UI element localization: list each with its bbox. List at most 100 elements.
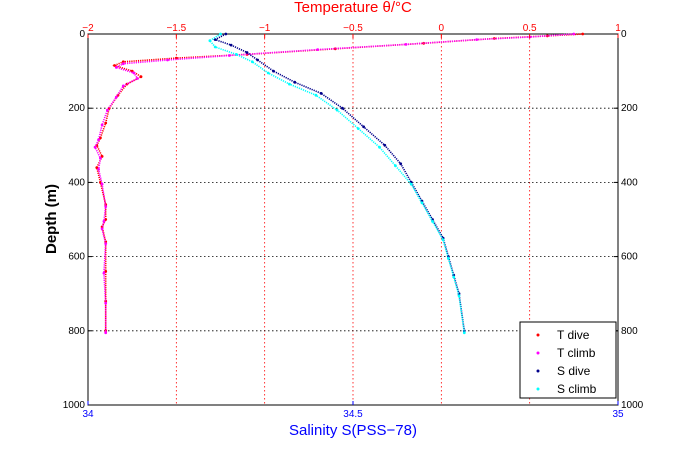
data-point [100,227,104,231]
data-point [97,168,100,171]
data-point [572,32,576,36]
top-tick-label: −1.5 [166,23,186,34]
data-point [104,121,108,125]
y-tick-label-right: 600 [621,252,638,263]
data-point [104,331,108,335]
legend: T dive T climb S dive S climb [519,321,617,399]
series-trace [213,33,466,331]
data-point [383,143,387,147]
data-point [100,182,104,186]
y-tick-label-right: 400 [621,177,638,188]
data-point [99,156,102,160]
top-tick-label: −0.5 [343,23,363,34]
data-point [227,54,231,57]
bottom-tick-label: 34 [82,409,94,420]
data-point [256,58,259,62]
legend-label-t-climb: T climb [557,346,596,360]
legend-marker-t-dive [536,333,540,337]
data-point [409,182,413,186]
data-point [224,32,228,36]
data-point [235,53,238,56]
data-point [399,162,403,166]
series-t-climb [93,32,576,335]
data-point [462,331,466,335]
data-point [106,108,109,112]
series-trace [208,33,466,333]
y-tick-label-left: 400 [68,177,85,188]
data-point [447,257,450,260]
data-point [100,155,104,158]
data-point [104,218,108,221]
legend-box [519,321,617,399]
data-point [293,80,297,84]
data-point [136,77,139,80]
top-tick-label: −1 [259,23,271,34]
grid-lines [88,34,618,405]
data-point [229,43,233,47]
data-point [102,220,106,223]
y-tick-label-left: 1000 [63,400,86,411]
legend-marker-s-dive [536,369,540,373]
data-point [266,71,270,75]
series-s-climb [208,32,466,335]
data-point [341,106,344,110]
top-tick-label: 0 [439,23,445,34]
data-point [213,38,217,41]
y-tick-label-left: 0 [79,29,85,40]
data-point [250,60,254,64]
data-point [102,271,106,275]
data-point [100,123,104,127]
series-layer [93,32,585,335]
data-point [104,301,108,305]
data-point [166,58,169,62]
data-point [104,242,108,246]
data-point [319,92,323,95]
data-point [114,95,118,99]
y-tick-label-right: 800 [621,326,638,337]
data-point [356,127,360,130]
data-point [335,108,339,112]
legend-label-t-dive: T dive [557,328,590,342]
data-point [121,84,125,88]
y-tick-label-left: 600 [68,252,85,263]
legend-marker-t-climb [536,351,540,355]
data-point [288,82,291,86]
data-point [114,66,118,69]
data-point [104,205,108,208]
data-point [316,48,320,51]
top-tick-label: −2 [82,23,94,34]
data-point [362,125,365,129]
y-tick-label-right: 0 [621,29,627,40]
data-point [219,32,222,36]
bottom-tick-label: 34.5 [343,409,363,420]
data-point [113,64,116,67]
data-point [452,275,456,279]
series-trace [94,33,574,333]
data-point [475,38,479,41]
bottom-axis-title: Salinity S(PSS−78) [289,422,417,439]
y-tick-label-right: 200 [621,103,638,114]
top-axis-title: Temperature θ/°C [294,0,412,16]
data-point [441,238,445,242]
y-tick-label-left: 800 [68,326,85,337]
data-point [132,71,136,75]
y-axis-title: Depth (m) [43,184,60,254]
data-point [208,39,212,43]
data-point [457,294,461,297]
legend-label-s-dive: S dive [557,364,591,378]
legend-item-s-dive: S dive [536,364,591,378]
data-point [272,69,275,73]
data-point [420,201,424,205]
legend-marker-s-climb [536,387,540,391]
y-tick-label-right: 1000 [621,400,644,411]
data-point [245,51,249,54]
data-point [394,164,397,168]
legend-item-s-climb: S climb [536,382,597,396]
data-point [378,145,381,149]
data-point [104,270,108,273]
data-point [95,166,99,170]
data-point [139,75,143,79]
legend-item-t-climb: T climb [536,346,596,360]
